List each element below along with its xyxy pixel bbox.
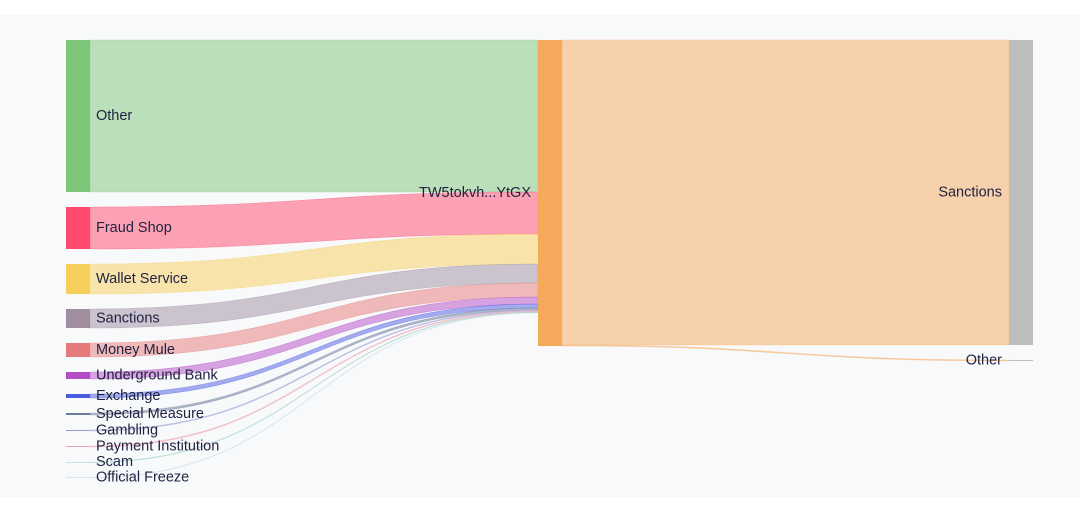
node-label: Underground Bank [96, 367, 218, 383]
flow-link [89, 39, 539, 193]
node [66, 343, 90, 357]
node [66, 477, 90, 478]
node [66, 40, 90, 192]
node [66, 430, 90, 431]
node [66, 446, 90, 447]
node-label: Sanctions [96, 310, 160, 326]
node-label: Gambling [96, 422, 158, 438]
node-label: Other [96, 108, 132, 124]
node-label: Special Measure [96, 406, 204, 422]
node-label: Wallet Service [96, 271, 188, 287]
node-label: TW5tokvh...YtGX [419, 185, 531, 201]
node [66, 207, 90, 249]
node [66, 264, 90, 294]
node [1009, 360, 1033, 361]
node [66, 462, 90, 463]
node-label: Sanctions [938, 184, 1002, 200]
node-label: Other [966, 352, 1002, 368]
node [66, 309, 90, 328]
node-label: Exchange [96, 388, 161, 404]
node [66, 394, 90, 398]
node [66, 372, 90, 379]
node [1009, 40, 1033, 345]
node-label: Fraud Shop [96, 220, 172, 236]
node-label: Money Mule [96, 342, 175, 358]
node-label: Payment Institution [96, 438, 219, 454]
node-label: Scam [96, 454, 133, 470]
node [66, 413, 90, 415]
node-label: Official Freeze [96, 470, 189, 486]
node [538, 40, 562, 346]
